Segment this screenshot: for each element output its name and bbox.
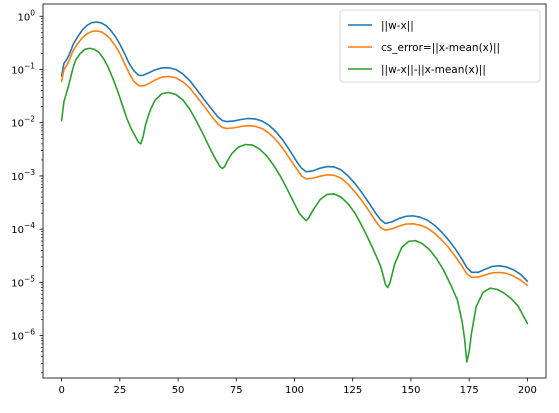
y-tick-label: 10−2 [11, 115, 35, 130]
x-tick-label: 175 [460, 385, 479, 396]
x-tick-label: 100 [285, 385, 304, 396]
legend-label-1: ||w-x|| [381, 20, 414, 32]
legend-label-2: cs_error=||x-mean(x)|| [381, 42, 500, 54]
legend: ||w-x|| cs_error=||x-mean(x)|| ||w-x||-||x… [339, 9, 541, 83]
series-line-1 [60, 21, 529, 283]
x-tick-label: 0 [58, 385, 64, 396]
x-tick-label: 50 [172, 385, 185, 396]
series-line-2 [60, 30, 529, 287]
plot-lines [60, 21, 529, 363]
y-tick-label: 10−5 [11, 274, 35, 289]
x-tick-label: 125 [343, 385, 362, 396]
x-axis: 0 25 50 75 100 125 150 175 200 [58, 378, 537, 396]
y-tick-label: 10−3 [11, 168, 35, 183]
x-tick-label: 75 [230, 385, 243, 396]
x-tick-label: 25 [113, 385, 126, 396]
y-tick-label: 10−1 [11, 61, 35, 76]
x-tick-label: 200 [518, 385, 537, 396]
series-line-3 [60, 47, 529, 363]
legend-box [339, 9, 541, 83]
y-tick-label: 10−4 [11, 221, 35, 236]
y-tick-label: 100 [17, 8, 35, 23]
x-tick-label: 150 [401, 385, 420, 396]
legend-label-3: ||w-x||-||x-mean(x)|| [381, 64, 486, 76]
y-tick-label: 10−6 [11, 328, 35, 343]
y-axis: 10−6 10−5 10−4 10−3 10−2 10−1 100 [11, 8, 43, 374]
